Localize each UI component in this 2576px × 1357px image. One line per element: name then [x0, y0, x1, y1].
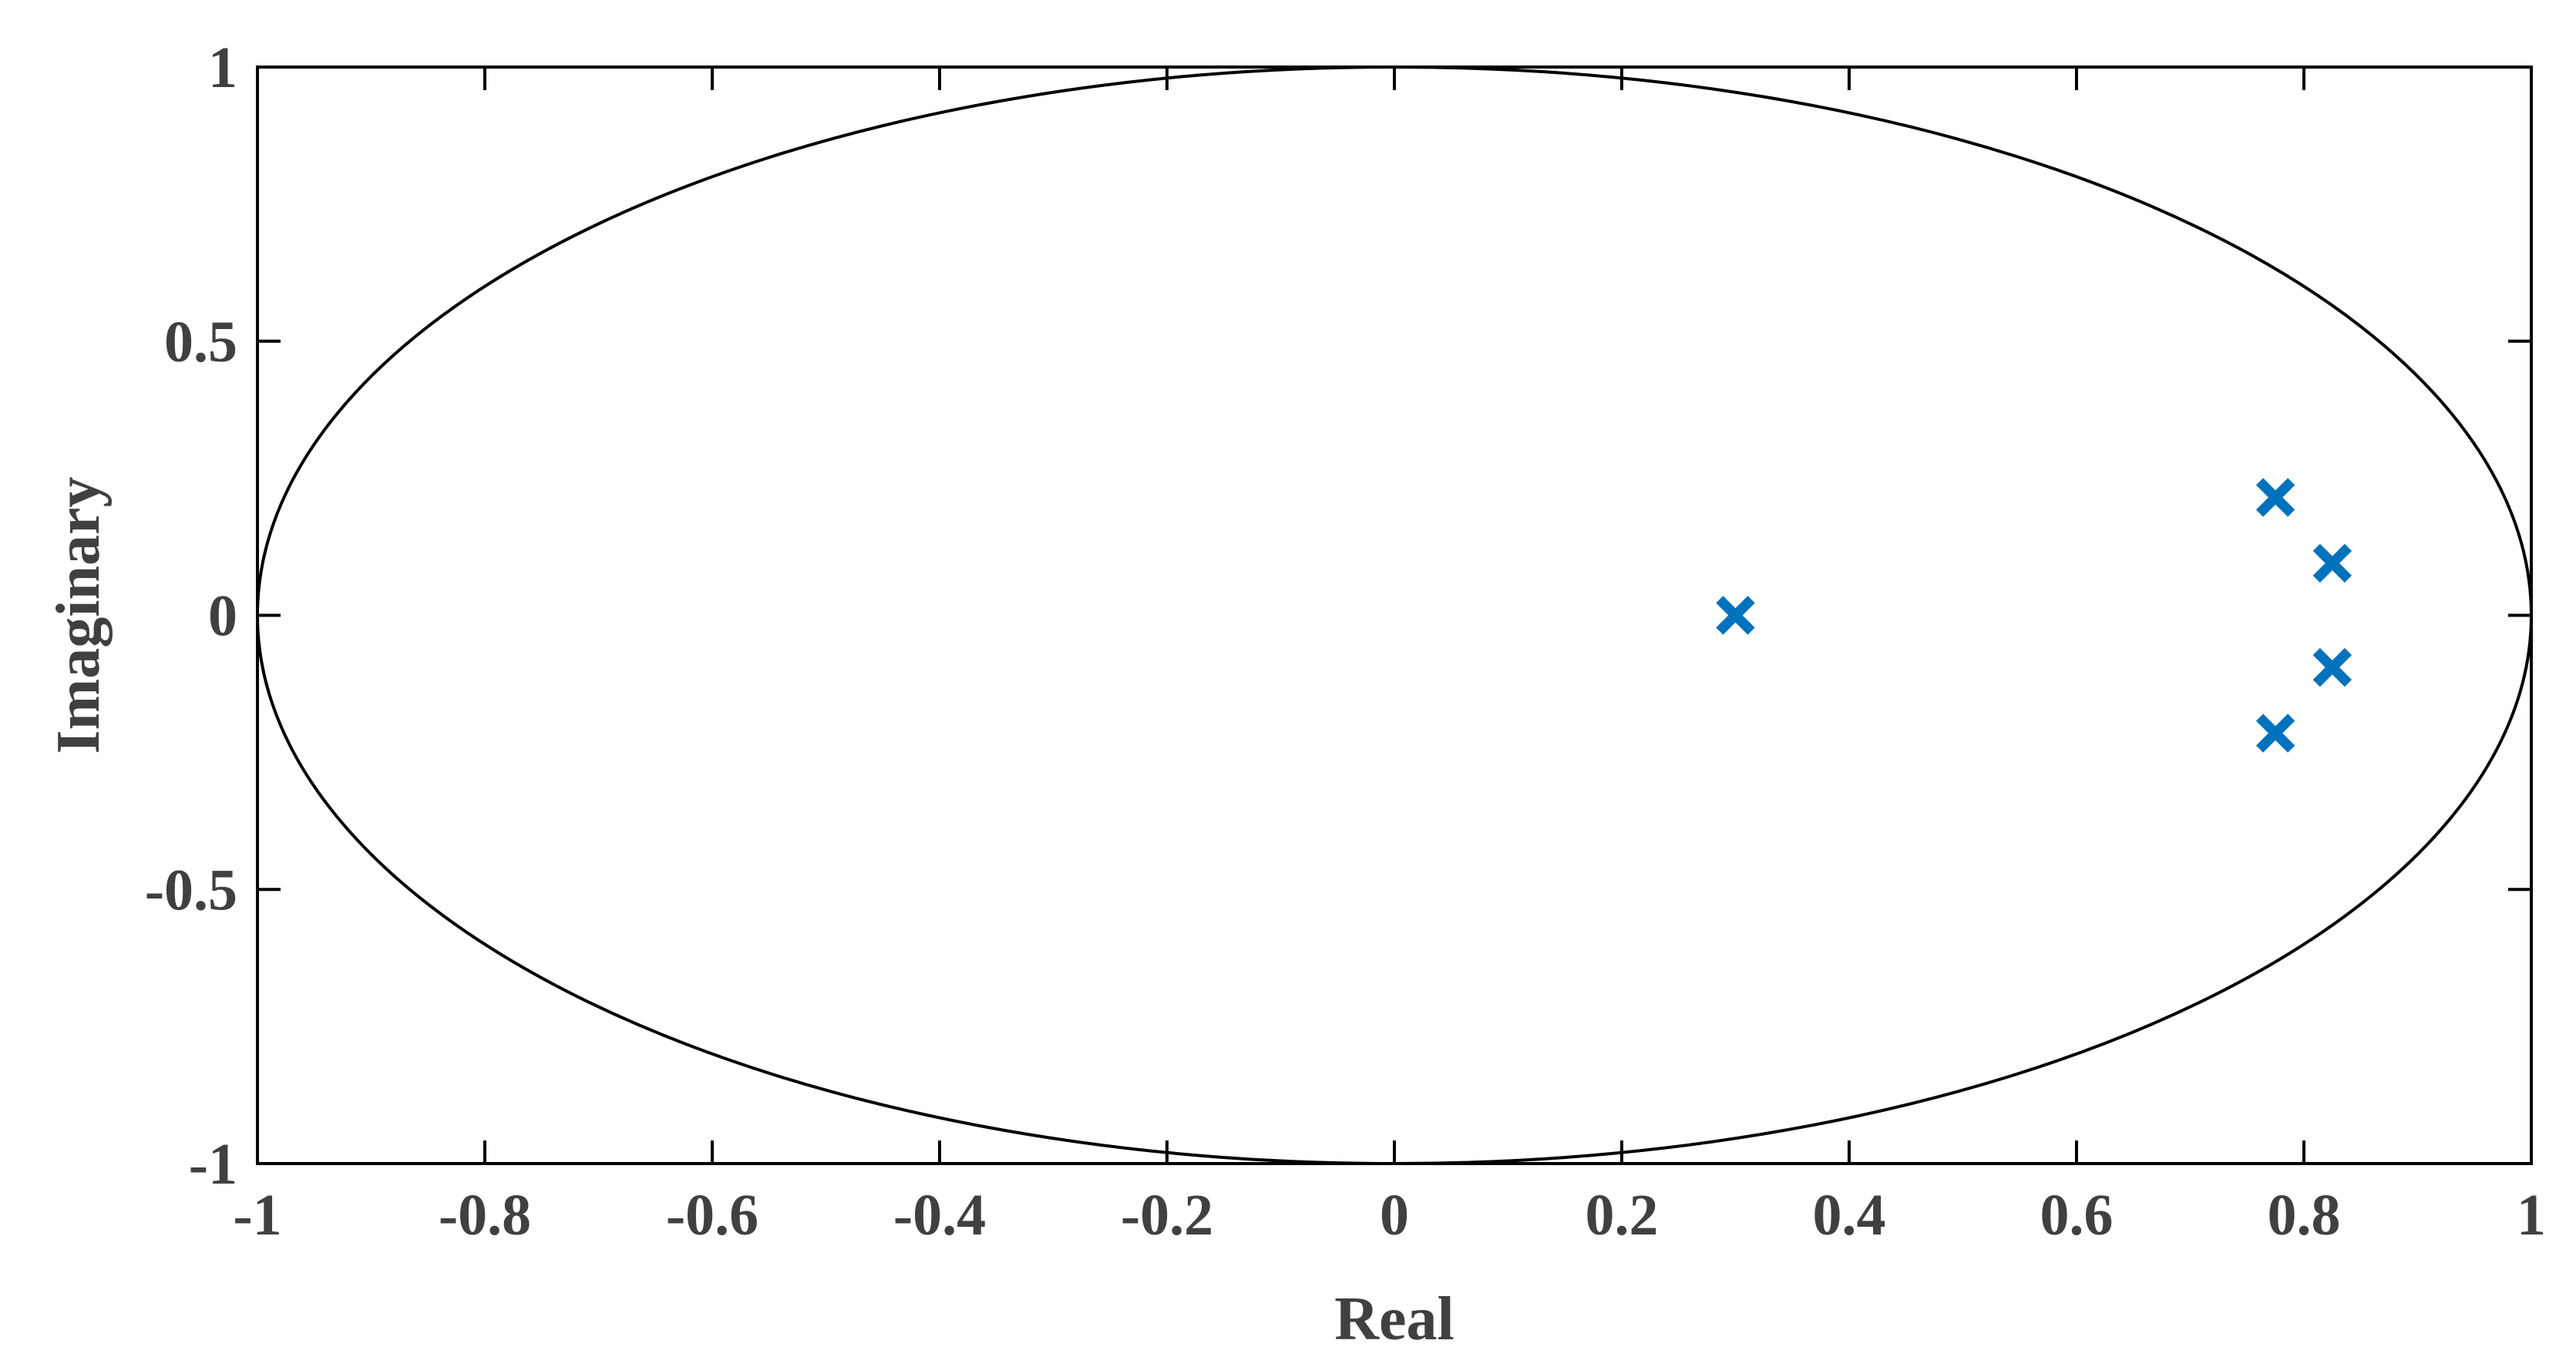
x-tick-label: -1 [233, 1183, 281, 1248]
x-tick-label: 1 [2517, 1183, 2546, 1248]
x-tick-label: 0.2 [1586, 1183, 1659, 1248]
x-tick-label: -0.4 [893, 1183, 986, 1248]
x-tick-labels: -1 -0.8 -0.6 -0.4 -0.2 0 0.2 0.4 0.6 0.8 1 [233, 1183, 2546, 1248]
x-tick-label: -0.6 [666, 1183, 758, 1248]
pole-marker [1716, 596, 1755, 635]
x-tick-label: 0.8 [2268, 1183, 2341, 1248]
y-tick-label: 0.5 [164, 310, 237, 375]
y-tick-label: 1 [208, 35, 237, 100]
pole-markers [1716, 478, 2352, 753]
pole-marker [2255, 714, 2295, 753]
y-tick-labels: -1 -0.5 0 0.5 1 [145, 35, 237, 1197]
y-axis-label: Imaginary [45, 477, 113, 754]
x-tick-label: -0.2 [1121, 1183, 1213, 1248]
axes-box [256, 65, 2533, 1165]
x-tick-label: 0.6 [2040, 1183, 2114, 1248]
x-axis-label: Real [1334, 1285, 1454, 1353]
pole-marker [2255, 478, 2295, 517]
y-tick-label: 0 [208, 584, 237, 649]
x-tick-label: -0.8 [439, 1183, 531, 1248]
x-tick-label: 0 [1380, 1183, 1409, 1248]
y-tick-label: -0.5 [145, 858, 237, 922]
y-tick-label: -1 [189, 1132, 237, 1197]
x-tick-label: 0.4 [1813, 1183, 1886, 1248]
pole-marker [2312, 543, 2352, 583]
pole-marker [2312, 647, 2352, 687]
